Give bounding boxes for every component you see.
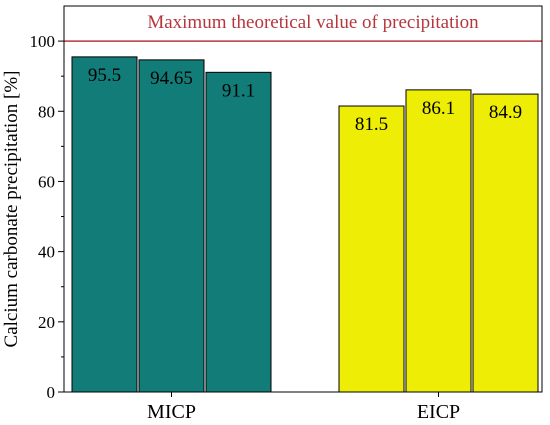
y-tick-label: 20 — [38, 313, 55, 332]
x-axis-categories: MICP EICP — [147, 392, 460, 423]
bars — [71, 56, 539, 393]
y-axis-ticks: 0 20 40 60 80 100 — [30, 32, 64, 402]
y-tick-label: 60 — [38, 172, 55, 191]
data-label-eicp-3: 84.9 — [489, 102, 522, 123]
data-label-eicp-2: 86.1 — [422, 98, 455, 119]
bar-eicp-1 — [338, 105, 405, 393]
y-tick-label: 0 — [47, 383, 56, 402]
y-tick-label: 100 — [30, 32, 56, 51]
data-label-micp-3: 91.1 — [222, 80, 255, 101]
plot-frame — [63, 5, 543, 393]
reference-line-label: Maximum theoretical value of precipitati… — [147, 12, 479, 33]
data-labels: 95.5 94.65 91.1 81.5 86.1 84.9 — [88, 65, 522, 135]
bar-eicp-2 — [405, 89, 472, 393]
y-tick-label: 80 — [38, 102, 55, 121]
x-category-label: EICP — [417, 401, 460, 423]
bar-eicp-3 — [472, 93, 539, 393]
bar-micp-3 — [205, 71, 272, 393]
y-axis-label: Calcium carbonate precipitation [%] — [1, 71, 22, 348]
y-tick-label: 40 — [38, 243, 55, 262]
bar-micp-1 — [71, 56, 138, 393]
data-label-micp-2: 94.65 — [150, 68, 193, 89]
data-label-micp-1: 95.5 — [88, 65, 121, 86]
reference-line-group: Maximum theoretical value of precipitati… — [64, 12, 542, 42]
x-category-label: MICP — [147, 401, 196, 423]
bar-micp-2 — [138, 59, 205, 393]
data-label-eicp-1: 81.5 — [355, 114, 388, 135]
